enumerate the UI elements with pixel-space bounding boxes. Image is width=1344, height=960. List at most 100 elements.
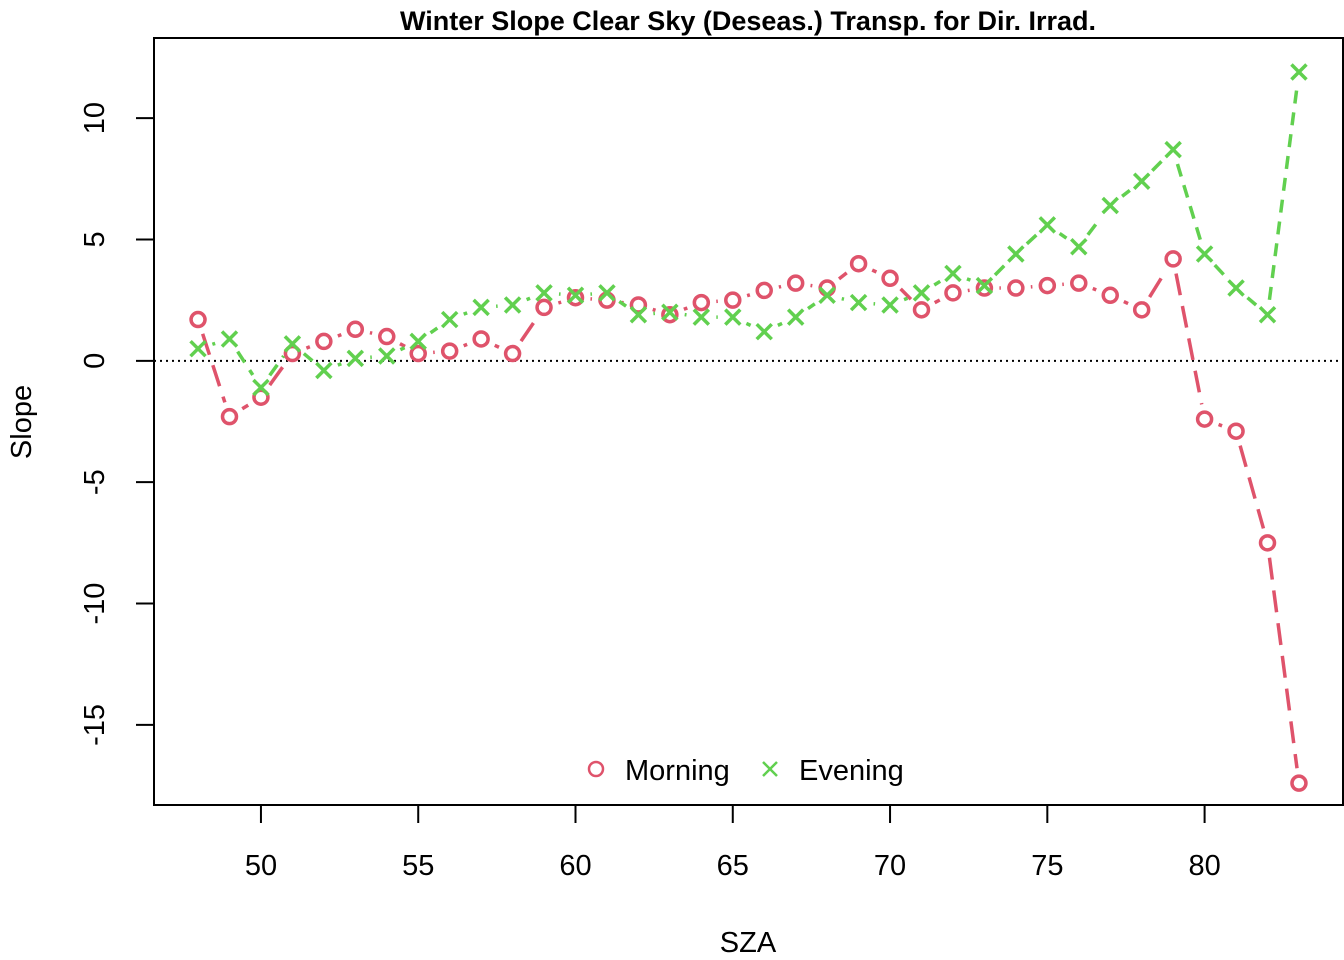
data-point-cross [1101,196,1119,215]
series-segment [1086,216,1103,236]
legend-item-evening: Evening [762,755,904,787]
data-point-circle [1290,774,1308,792]
x-axis-title: SZA [720,927,777,959]
x-tick-label: 80 [1188,850,1220,882]
series-segment [1267,86,1299,301]
data-point-circle [944,284,962,302]
data-point-cross [1038,216,1057,234]
plot-frame [153,37,1344,806]
data-point-circle [912,301,931,319]
data-point-cross [472,298,490,317]
data-point-cross [629,305,648,324]
data-point-circle [786,274,805,292]
data-point-cross [346,349,365,368]
series-segment [337,362,342,367]
data-point-circle [755,281,773,300]
data-point-cross [409,332,427,351]
y-tick-label: 10 [79,102,111,134]
x-tick-label: 75 [1031,850,1063,882]
data-point-circle [315,332,333,351]
series-segment [933,279,942,287]
data-point-cross [1164,140,1182,159]
data-point-cross [661,303,679,322]
series-segment [1217,422,1223,428]
series-segment [337,333,342,338]
series-segment [1213,263,1228,279]
data-point-circle [346,320,365,339]
data-point-cross [1070,238,1088,256]
data-point-circle [503,344,522,363]
y-tick-label: -5 [79,469,111,495]
data-point-cross [220,330,239,348]
legend-circle-marker [587,760,605,778]
data-point-cross [1007,245,1025,263]
y-tick-label: 5 [79,231,111,247]
series-segment [683,306,688,311]
series-segment [903,296,909,302]
series-segment [933,298,941,305]
series-segment [1058,232,1068,240]
data-point-cross [1195,245,1214,263]
series-segment [1174,273,1204,405]
series-segment [778,284,782,289]
series-segment [1267,557,1299,769]
series-segment [1121,188,1131,198]
data-point-cross [440,310,459,329]
data-point-cross [315,361,333,380]
data-point-cross [535,284,553,302]
data-point-cross [724,308,742,326]
y-axis-title: Slope [6,385,38,459]
series-segment [369,330,373,335]
series-segment [302,352,314,363]
data-point-circle [252,388,270,406]
series-segment [268,364,286,387]
series-segment [966,277,972,282]
data-point-circle [975,279,994,297]
data-point-circle [629,296,648,314]
data-point-circle [535,298,553,317]
series-segment [429,326,439,335]
legend-cross-marker [762,761,778,777]
data-point-circle [1227,422,1245,440]
y-axis: -15 -10 -5 0 5 10 [79,102,155,746]
data-point-cross [1290,63,1308,81]
legend-label: Evening [799,755,904,787]
series-segment [494,343,500,349]
data-point-cross [1132,172,1151,190]
data-point-circle [1070,274,1088,292]
data-point-cross [566,286,585,305]
chart-title: Winter Slope Clear Sky (Deseas.) Transp.… [400,6,1096,36]
data-point-circle [189,310,207,329]
series-segment [399,346,406,352]
series-segment [463,342,468,348]
series-segment [236,350,255,376]
data-point-circle [440,342,459,360]
series-segment [899,287,913,301]
x-tick-label: 55 [402,850,434,882]
series-segment [618,299,628,308]
data-point-cross [378,347,396,365]
series-segment [211,341,216,346]
series-evening [189,63,1308,397]
legend-item-morning: Morning [587,755,730,787]
x-axis: 50 55 60 65 70 75 80 [245,804,1221,882]
data-point-cross [975,276,994,295]
data-point-circle [724,291,742,309]
data-point-circle [661,305,679,324]
data-point-circle [849,254,868,273]
series-segment [1025,233,1038,246]
series-segment [993,263,1007,277]
data-point-circle [692,293,711,312]
y-tick-label: 0 [79,353,111,369]
series-segment [1175,163,1202,241]
series-segment [745,321,752,327]
data-point-cross [692,308,711,326]
series-segment [399,342,406,348]
series-segment [841,296,845,301]
y-tick-label: -10 [79,583,111,625]
y-tick-label: -15 [79,704,111,746]
data-point-circle [1195,410,1214,428]
data-point-circle [881,269,899,288]
data-point-cross [786,308,805,326]
